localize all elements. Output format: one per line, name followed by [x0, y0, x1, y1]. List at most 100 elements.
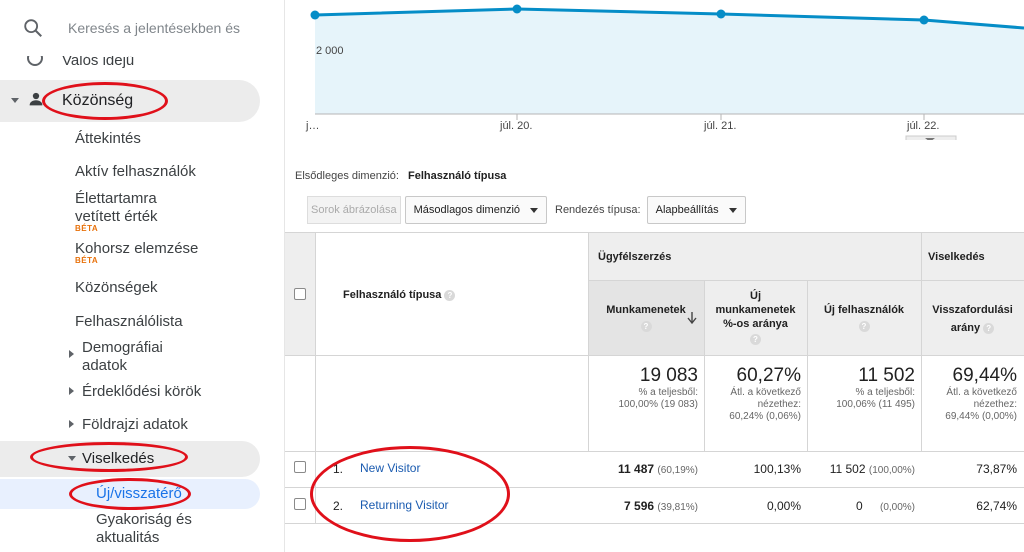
report-search[interactable]: Keresés a jelentésekben és a: [0, 0, 284, 56]
sort-type-label: Rendezés típusa:: [555, 204, 641, 216]
row-checkbox[interactable]: [294, 461, 306, 473]
chevron-right-icon: [69, 350, 74, 358]
sidebar-item-audience[interactable]: Közönség: [62, 92, 134, 109]
x-tick-label: júl. 22.: [907, 120, 940, 132]
row-new-sessions: 0,00%: [766, 499, 801, 513]
row-link-returning-visitor[interactable]: Returning Visitor: [360, 498, 449, 512]
col-header-sessions[interactable]: Munkamenetek ?: [588, 303, 704, 332]
table-toolbar: Sorok ábrázolása Másodlagos dimenzió Ren…: [307, 195, 746, 225]
grid-line: [315, 232, 316, 523]
row-sessions: 7 596 (39,81%): [588, 499, 698, 513]
sidebar-item-realtime[interactable]: Valós idejű: [62, 52, 135, 69]
sort-type-value: Alapbeállítás: [655, 204, 719, 216]
sort-down-arrow-icon[interactable]: [687, 312, 697, 324]
help-icon[interactable]: ?: [750, 333, 761, 345]
total-sub: nézethez:: [757, 399, 801, 410]
chevron-down-icon: [68, 456, 76, 461]
dropdown-arrow-icon: [728, 207, 737, 213]
total-value: 60,27%: [736, 365, 801, 386]
row-sessions-value: 11 487: [618, 462, 655, 476]
select-all-checkbox[interactable]: [294, 288, 306, 300]
row-link-new-visitor[interactable]: New Visitor: [360, 461, 421, 475]
sidebar-item-user-list[interactable]: Felhasználólista: [75, 313, 183, 330]
col-header-label: Új felhasználók: [823, 304, 905, 316]
sidebar-item-lifetime-value[interactable]: Élettartamra: [75, 190, 157, 207]
plot-rows-button[interactable]: Sorok ábrázolása: [307, 196, 401, 224]
beta-badge: BÉTA: [75, 224, 99, 233]
total-sub: nézethez:: [973, 399, 1017, 410]
row-bounce: 73,87%: [976, 462, 1017, 476]
col-header-bounce[interactable]: Visszafordulási arány ?: [921, 303, 1024, 335]
grid-line: [285, 355, 1024, 356]
dimension-header[interactable]: Felhasználó típusa ?: [343, 288, 456, 302]
group-header-behavior: Viselkedés: [928, 251, 985, 263]
dimension-header-label: Felhasználó típusa: [343, 289, 442, 301]
grid-line: [285, 487, 1024, 488]
x-tick-label: júl. 21.: [704, 120, 737, 132]
total-sub: % a teljesből:: [638, 387, 698, 398]
chevron-right-icon: [69, 420, 74, 428]
col-header-bounce-line2: arány ?: [921, 321, 1024, 335]
help-icon[interactable]: ?: [640, 321, 652, 332]
total-new-sessions: 60,27% Átl. a következő nézethez: 60,24%…: [704, 365, 801, 423]
total-sessions: 19 083 % a teljesből: 100,00% (19 083): [588, 365, 698, 411]
help-icon[interactable]: ?: [444, 289, 456, 301]
col-header-label: arány: [950, 322, 981, 334]
sidebar-item-frequency[interactable]: Gyakoriság és: [96, 511, 192, 528]
sidebar-item-geo[interactable]: Földrajzi adatok: [82, 416, 188, 433]
x-tick-label: júl. 20.: [500, 120, 533, 132]
sessions-chart: 2 000 j… júl. 20. júl. 21. júl. 22.: [285, 0, 1024, 140]
data-table: Felhasználó típusa ? Ügyfélszerzés Visel…: [285, 232, 1024, 552]
sidebar-item-overview[interactable]: Áttekintés: [75, 130, 141, 147]
header-sorted-col: [588, 280, 704, 355]
search-input[interactable]: Keresés a jelentésekben és a: [68, 20, 240, 36]
chevron-down-icon: [11, 98, 19, 103]
row-new-users-value: 0: [855, 499, 863, 513]
grid-line: [588, 280, 1024, 281]
row-new-users-value: 11 502: [829, 462, 866, 476]
grid-line: [285, 451, 1024, 452]
sidebar-item-cohort[interactable]: Kohorsz elemzése: [75, 240, 199, 257]
grid-line: [807, 280, 808, 451]
col-header-label: munkamenetek: [715, 304, 796, 316]
beta-badge: BÉTA: [75, 256, 99, 265]
help-icon[interactable]: ?: [858, 321, 870, 332]
total-sub: 100,06% (11 495): [836, 399, 915, 410]
sidebar-item-lifetime-value-line2[interactable]: vetített érték: [75, 208, 158, 225]
y-tick-label: 2 000: [316, 45, 344, 57]
total-value: 19 083: [639, 365, 698, 386]
row-index: 2.: [333, 499, 344, 513]
row-bounce: 62,74%: [976, 499, 1017, 513]
sidebar-item-active-users[interactable]: Aktív felhasználók: [75, 163, 196, 180]
row-new-users-pct: (100,00%): [868, 465, 915, 476]
search-icon: [24, 19, 42, 37]
grid-line: [921, 232, 922, 451]
row-index: 1.: [333, 462, 344, 476]
help-icon[interactable]: ?: [983, 322, 995, 334]
sort-type-select[interactable]: Alapbeállítás: [646, 196, 746, 224]
person-icon: [29, 92, 43, 106]
col-header-label: Visszafordulási: [932, 304, 1013, 316]
sidebar-item-new-returning[interactable]: Új/visszatérő: [96, 485, 182, 502]
row-new-sessions: 100,13%: [753, 462, 801, 476]
grid-line: [285, 232, 1024, 233]
sidebar-item-audiences[interactable]: Közönségek: [75, 279, 158, 296]
primary-dimension-value[interactable]: Felhasználó típusa: [408, 170, 507, 182]
sidebar-item-interests[interactable]: Érdeklődési körök: [82, 383, 202, 400]
col-header-label: Új: [750, 290, 761, 302]
col-header-new-users[interactable]: Új felhasználók ?: [807, 303, 921, 332]
sidebar-item-demographics[interactable]: Demográfiai: [82, 339, 163, 356]
col-header-sessions-label: Munkamenetek: [606, 304, 686, 316]
total-sub: 69,44% (0,00%): [945, 411, 1017, 422]
sidebar-item-behavior[interactable]: Viselkedés: [82, 450, 155, 467]
grid-line: [285, 523, 1024, 524]
row-sessions-pct: (60,19%): [657, 465, 698, 476]
sidebar: Keresés a jelentésekben és a Valós idejű…: [0, 0, 285, 552]
col-header-new-sessions[interactable]: Új munkamenetek %-os aránya ?: [704, 289, 807, 345]
sidebar-item-demographics-line2[interactable]: adatok: [82, 357, 128, 374]
secondary-dimension-select[interactable]: Másodlagos dimenzió: [404, 196, 547, 224]
total-value: 69,44%: [952, 365, 1017, 386]
total-bounce: 69,44% Átl. a következő nézethez: 69,44%…: [921, 365, 1017, 423]
sidebar-item-frequency-line2[interactable]: aktualitás: [96, 529, 160, 546]
row-checkbox[interactable]: [294, 498, 306, 510]
